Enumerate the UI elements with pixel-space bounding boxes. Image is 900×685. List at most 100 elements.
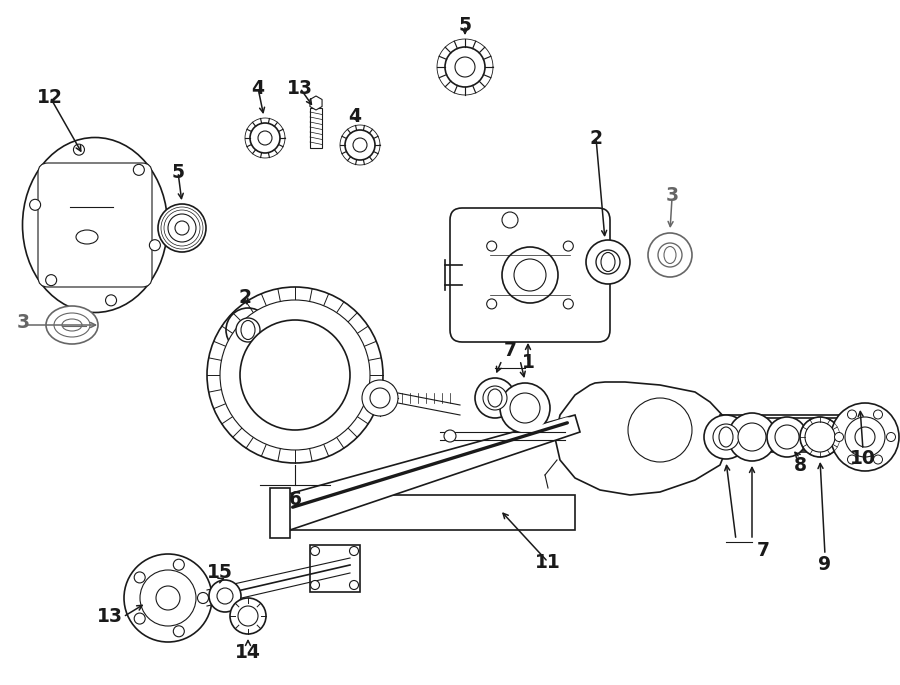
Circle shape [175, 221, 189, 235]
Circle shape [240, 320, 350, 430]
Circle shape [74, 144, 85, 155]
Circle shape [134, 572, 145, 583]
Polygon shape [310, 545, 360, 592]
Circle shape [831, 403, 899, 471]
Circle shape [226, 308, 270, 352]
Circle shape [845, 417, 885, 457]
Circle shape [140, 570, 196, 626]
Text: 2: 2 [590, 129, 602, 147]
Circle shape [874, 455, 883, 464]
Circle shape [236, 318, 260, 342]
Circle shape [648, 233, 692, 277]
Circle shape [800, 417, 840, 457]
Circle shape [487, 241, 497, 251]
Circle shape [370, 388, 390, 408]
Circle shape [134, 613, 145, 624]
Circle shape [713, 424, 739, 450]
Circle shape [808, 425, 832, 449]
Polygon shape [555, 382, 730, 495]
Circle shape [444, 430, 456, 442]
Ellipse shape [664, 247, 676, 264]
Circle shape [628, 398, 692, 462]
Circle shape [197, 593, 209, 603]
Circle shape [156, 586, 180, 610]
Circle shape [483, 386, 507, 410]
Circle shape [105, 295, 116, 306]
Circle shape [855, 427, 875, 447]
Circle shape [349, 580, 358, 590]
Ellipse shape [76, 230, 98, 244]
Circle shape [158, 204, 206, 252]
Text: 13: 13 [287, 79, 313, 97]
Circle shape [775, 425, 799, 449]
Circle shape [209, 580, 241, 612]
Circle shape [805, 422, 835, 452]
FancyBboxPatch shape [285, 495, 575, 530]
Circle shape [168, 214, 196, 242]
Circle shape [207, 287, 383, 463]
Circle shape [238, 606, 258, 626]
Ellipse shape [62, 319, 82, 331]
Circle shape [563, 299, 573, 309]
Text: 15: 15 [207, 564, 233, 582]
Circle shape [353, 138, 367, 152]
Circle shape [445, 47, 485, 87]
Circle shape [510, 393, 540, 423]
Text: 3: 3 [16, 312, 30, 332]
Circle shape [349, 547, 358, 556]
Text: 3: 3 [665, 186, 679, 205]
Circle shape [848, 455, 857, 464]
Circle shape [502, 212, 518, 228]
Circle shape [500, 383, 550, 433]
Text: 14: 14 [235, 643, 261, 662]
Circle shape [502, 247, 558, 303]
Circle shape [848, 410, 857, 419]
Bar [310, 108, 322, 148]
FancyArrowPatch shape [292, 423, 567, 507]
Circle shape [149, 240, 160, 251]
Ellipse shape [22, 138, 167, 312]
Circle shape [362, 380, 398, 416]
Text: 10: 10 [850, 449, 876, 467]
Circle shape [124, 554, 212, 642]
Circle shape [133, 164, 144, 175]
Circle shape [886, 432, 896, 442]
Polygon shape [285, 415, 580, 530]
Circle shape [30, 199, 40, 210]
Circle shape [563, 241, 573, 251]
Circle shape [658, 243, 682, 267]
Circle shape [46, 275, 57, 286]
Ellipse shape [241, 321, 255, 340]
Bar [720, 415, 875, 452]
Circle shape [310, 580, 320, 590]
Circle shape [174, 626, 184, 637]
Circle shape [834, 432, 843, 442]
Circle shape [514, 259, 546, 291]
Ellipse shape [46, 306, 98, 344]
Ellipse shape [719, 427, 733, 447]
Text: 1: 1 [522, 353, 535, 371]
Text: 4: 4 [348, 106, 362, 125]
Text: 9: 9 [818, 556, 832, 575]
Circle shape [250, 123, 280, 153]
Circle shape [217, 588, 233, 604]
Ellipse shape [601, 253, 615, 271]
Circle shape [230, 598, 266, 634]
Circle shape [455, 57, 475, 77]
FancyBboxPatch shape [38, 163, 152, 287]
Bar [270, 488, 290, 538]
Circle shape [586, 240, 630, 284]
Text: 5: 5 [458, 16, 472, 34]
Text: 8: 8 [794, 456, 806, 475]
Ellipse shape [488, 389, 502, 407]
FancyBboxPatch shape [450, 208, 610, 342]
Text: 12: 12 [37, 88, 63, 106]
Text: 5: 5 [172, 162, 184, 182]
Circle shape [596, 250, 620, 274]
Circle shape [174, 559, 184, 570]
Circle shape [738, 423, 766, 451]
Text: 13: 13 [97, 608, 123, 627]
Circle shape [487, 299, 497, 309]
Text: 6: 6 [289, 490, 302, 508]
Circle shape [728, 413, 776, 461]
